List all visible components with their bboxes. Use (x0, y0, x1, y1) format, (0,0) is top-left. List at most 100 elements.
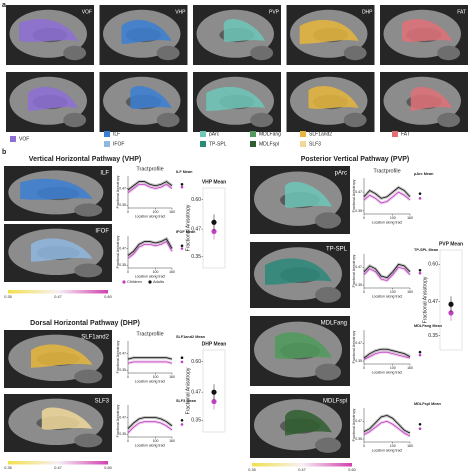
legend-swatch (104, 131, 110, 137)
profile-line (363, 414, 411, 434)
legend-swatch (250, 141, 256, 147)
x-axis-label: Location along tract (372, 294, 403, 298)
mean-plot-frame (202, 187, 226, 269)
column-label: VHP (175, 9, 186, 15)
mean-label: TP-SPL Mean (414, 248, 439, 252)
colorbar-label: 0.60 (348, 468, 355, 472)
colorbar-label: 0.47 (54, 295, 61, 299)
cerebellum (74, 433, 103, 448)
mean-label: MDLFspl Mean (414, 402, 441, 406)
x-tick-label: 0 (363, 290, 365, 294)
colorbar-label: 0.60 (104, 466, 111, 470)
mean-dot (180, 247, 184, 250)
y-tick-label: 0.47 (428, 299, 438, 305)
mean-dot (418, 422, 422, 426)
y-tick-label: 0.60 (428, 262, 438, 268)
mean-dot (211, 389, 217, 395)
x-axis-label: Location along tract (372, 448, 403, 452)
profile-line (363, 263, 411, 279)
profile-line (127, 181, 173, 191)
cerebellum (74, 369, 103, 384)
tract-label: MDLFspl (323, 399, 347, 405)
cerebellum (63, 112, 87, 128)
profile-line (127, 357, 173, 360)
plot-title: Tractprofile (136, 331, 163, 337)
cerebellum (315, 437, 341, 453)
colorbar-label: 0.35 (248, 468, 255, 472)
legend-dot (122, 280, 126, 284)
profile-line (363, 348, 411, 359)
cerebellum (156, 112, 180, 128)
panel-label: a (2, 2, 6, 9)
x-tick-label: 0 (127, 439, 129, 443)
legend-label: SLF1and2 (309, 131, 332, 137)
colorbar-label: 0.60 (104, 295, 111, 299)
colorbar-label: 0.35 (4, 295, 11, 299)
y-tick-label: 0.47 (355, 190, 362, 194)
profile-line (363, 266, 411, 282)
y-tick-label: 0.47 (119, 186, 126, 190)
cerebellum (315, 212, 341, 229)
x-tick-label: 160 (407, 366, 413, 370)
tract-label: IFOF (95, 229, 109, 235)
tract-label: MDLFang (321, 321, 347, 327)
tract-fibers (31, 238, 93, 262)
y-tick-label: 0.60 (191, 359, 201, 365)
tract-fibers (410, 86, 453, 111)
legend-swatch (200, 141, 206, 147)
profile-line (127, 361, 173, 364)
tract-label: TP-SPL (326, 247, 348, 253)
mean-dot (180, 419, 184, 422)
tract-label: SLF3 (95, 399, 110, 405)
tract-fibers (285, 409, 332, 436)
x-tick-label: 160 (169, 375, 175, 379)
tract-fibers (31, 344, 93, 368)
mean-dot (418, 271, 422, 275)
x-tick-label: 160 (407, 444, 413, 448)
tract-fibers (130, 85, 172, 109)
legend-swatch (392, 131, 398, 137)
x-axis-label: Location along tract (135, 379, 166, 383)
mean-dot (211, 219, 217, 225)
cerebellum (343, 112, 367, 128)
column-label: VOF (82, 9, 92, 15)
mean-dot (418, 427, 422, 430)
section-title: Vertical Horizontal Pathway (VHP) (29, 156, 141, 163)
x-tick-label: 160 (169, 210, 175, 214)
cerebellum (250, 45, 274, 61)
legend-label: MDLFang (259, 131, 281, 137)
tract-label: ILF (100, 171, 109, 177)
y-tick-label: 0.35 (428, 333, 438, 339)
colorbar (8, 461, 108, 465)
profile-line (127, 183, 173, 194)
y-axis-label: Fractional Anisotropy (422, 276, 428, 323)
mean-label: SLF1and2 Mean (176, 335, 206, 339)
profile-line (363, 186, 411, 199)
cerebellum (74, 203, 103, 217)
y-tick-label: 0.35 (191, 418, 201, 424)
legend-label: SLF3 (309, 141, 321, 147)
x-tick-label: 160 (169, 270, 175, 274)
tract-fibers (223, 18, 266, 42)
section-title: Posterior Vertical Pathway (PVP) (301, 156, 410, 163)
mean-label: MDLFang Mean (414, 324, 443, 328)
tract-fibers (308, 85, 359, 109)
y-axis-label: Fractional Anisotropy (352, 254, 356, 287)
x-tick-label: 0 (363, 444, 365, 448)
legend-swatch (300, 131, 306, 137)
x-tick-label: 0 (363, 216, 365, 220)
column-label: PVP (269, 9, 280, 15)
colorbar (8, 290, 108, 294)
y-axis-label: Fractional Anisotropy (116, 175, 120, 208)
x-tick-label: 0 (127, 270, 129, 274)
x-tick-label: 100 (153, 210, 159, 214)
mean-dot (418, 350, 422, 354)
profile-line (127, 421, 173, 434)
mean-label: ILF Mean (176, 170, 193, 174)
legend-swatch (200, 131, 206, 137)
cerebellum (437, 112, 461, 128)
tract-label: pArc (335, 171, 347, 177)
mean-label: SLF3 Mean (176, 399, 197, 403)
x-tick-label: 160 (407, 216, 413, 220)
mean-dot (448, 310, 454, 316)
